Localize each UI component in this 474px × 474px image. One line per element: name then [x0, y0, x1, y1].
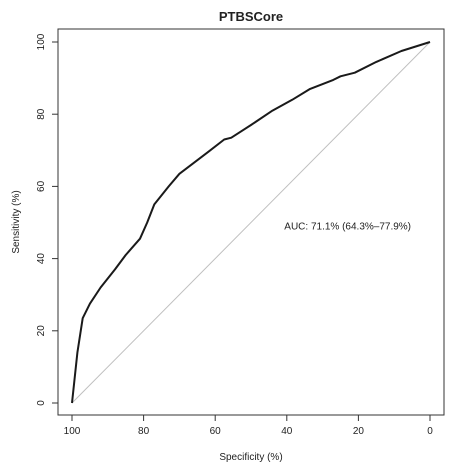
- y-tick-label: 100: [36, 33, 47, 50]
- roc-curve: [71, 41, 431, 404]
- x-axis-label: Specificity (%): [219, 452, 282, 463]
- plot-frame: [57, 28, 445, 416]
- y-tick-label: 0: [36, 400, 47, 406]
- x-tick-label: 0: [427, 426, 433, 437]
- x-tick-label: 40: [281, 426, 293, 437]
- y-tick-label: 20: [36, 325, 47, 337]
- y-tick-label: 40: [36, 253, 47, 265]
- y-tick-label: 60: [36, 180, 47, 192]
- x-tick-label: 80: [138, 426, 150, 437]
- x-tick-label: 20: [353, 426, 365, 437]
- x-tick-label: 100: [64, 426, 81, 437]
- y-axis-label: Sensitivity (%): [11, 190, 22, 253]
- x-tick-label: 60: [210, 426, 222, 437]
- x-axis: 100 80 60 40 20 0: [64, 415, 433, 437]
- auc-annotation: AUC: 71.1% (64.3%–77.9%): [284, 222, 411, 233]
- y-axis: 0 20 40 60 80 100: [36, 33, 58, 406]
- y-tick-label: 80: [36, 108, 47, 120]
- chart-title: PTBSCore: [219, 9, 283, 24]
- reference-diagonal-line: [71, 41, 431, 404]
